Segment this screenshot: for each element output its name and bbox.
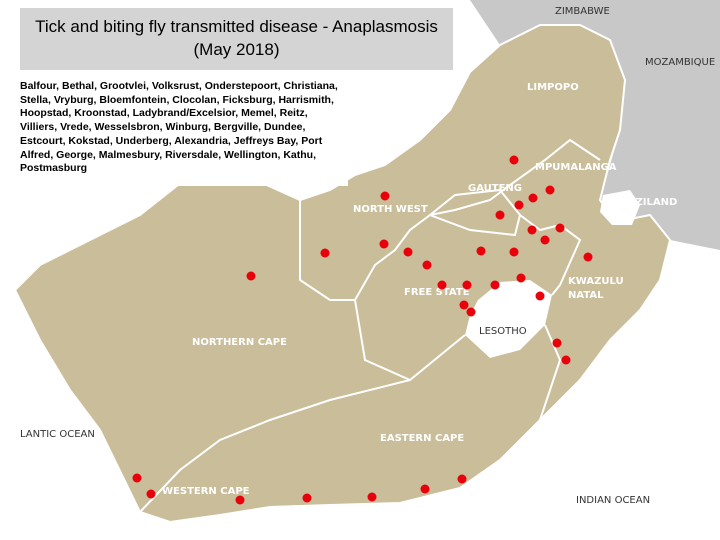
site-dot bbox=[235, 495, 245, 505]
site-dot bbox=[246, 271, 256, 281]
map-label: MOZAMBIQUE bbox=[645, 57, 715, 68]
site-dot bbox=[420, 484, 430, 494]
site-dot bbox=[514, 200, 524, 210]
site-dot bbox=[545, 185, 555, 195]
map-label: NORTH WEST bbox=[353, 204, 428, 215]
map-label: WESTERN CAPE bbox=[162, 486, 250, 497]
site-dot bbox=[466, 307, 476, 317]
map-label: LANTIC OCEAN bbox=[20, 429, 95, 440]
site-dot bbox=[561, 355, 571, 365]
map-label: EASTERN CAPE bbox=[380, 433, 464, 444]
site-dot bbox=[380, 191, 390, 201]
site-dot bbox=[462, 280, 472, 290]
lesotho bbox=[465, 280, 552, 358]
site-dot bbox=[516, 273, 526, 283]
site-dot bbox=[555, 223, 565, 233]
map-label: INDIAN OCEAN bbox=[576, 495, 650, 506]
site-dot bbox=[320, 248, 330, 258]
site-dot bbox=[509, 155, 519, 165]
site-dot bbox=[540, 235, 550, 245]
province-borders bbox=[139, 138, 601, 513]
map-label: KWAZULU bbox=[568, 276, 624, 287]
map-label: MPUMALANGA bbox=[535, 162, 617, 173]
map-label: SWAZILAND bbox=[610, 197, 677, 208]
site-dot bbox=[583, 252, 593, 262]
site-dot bbox=[509, 247, 519, 257]
site-dot bbox=[132, 473, 142, 483]
map-label: GAUTENG bbox=[468, 183, 522, 194]
site-dot bbox=[403, 247, 413, 257]
map-label: LESOTHO bbox=[479, 326, 527, 337]
map-label: FREE STATE bbox=[404, 287, 470, 298]
site-dot bbox=[379, 239, 389, 249]
title: Tick and biting fly transmitted disease … bbox=[20, 8, 453, 70]
country bbox=[13, 24, 672, 524]
swaziland bbox=[600, 190, 640, 225]
site-dot bbox=[528, 193, 538, 203]
site-dot bbox=[146, 489, 156, 499]
site-dot bbox=[476, 246, 486, 256]
neighbour-country bbox=[470, 0, 720, 250]
map-label: LIMPOPO bbox=[527, 82, 579, 93]
site-dot bbox=[495, 210, 505, 220]
site-dot bbox=[437, 280, 447, 290]
site-dot bbox=[535, 291, 545, 301]
site-dot bbox=[302, 493, 312, 503]
site-dot bbox=[527, 225, 537, 235]
site-dot bbox=[457, 474, 467, 484]
site-dot bbox=[367, 492, 377, 502]
place-list: Balfour, Bethal, Grootvlei, Volksrust, O… bbox=[18, 78, 348, 186]
map-label: ZIMBABWE bbox=[555, 6, 610, 17]
map-label: NORTHERN CAPE bbox=[192, 337, 287, 348]
map-label: NATAL bbox=[568, 290, 604, 301]
site-dot bbox=[490, 280, 500, 290]
site-dot bbox=[459, 300, 469, 310]
site-dot bbox=[552, 338, 562, 348]
outbreak-sites bbox=[132, 155, 593, 505]
site-dot bbox=[422, 260, 432, 270]
